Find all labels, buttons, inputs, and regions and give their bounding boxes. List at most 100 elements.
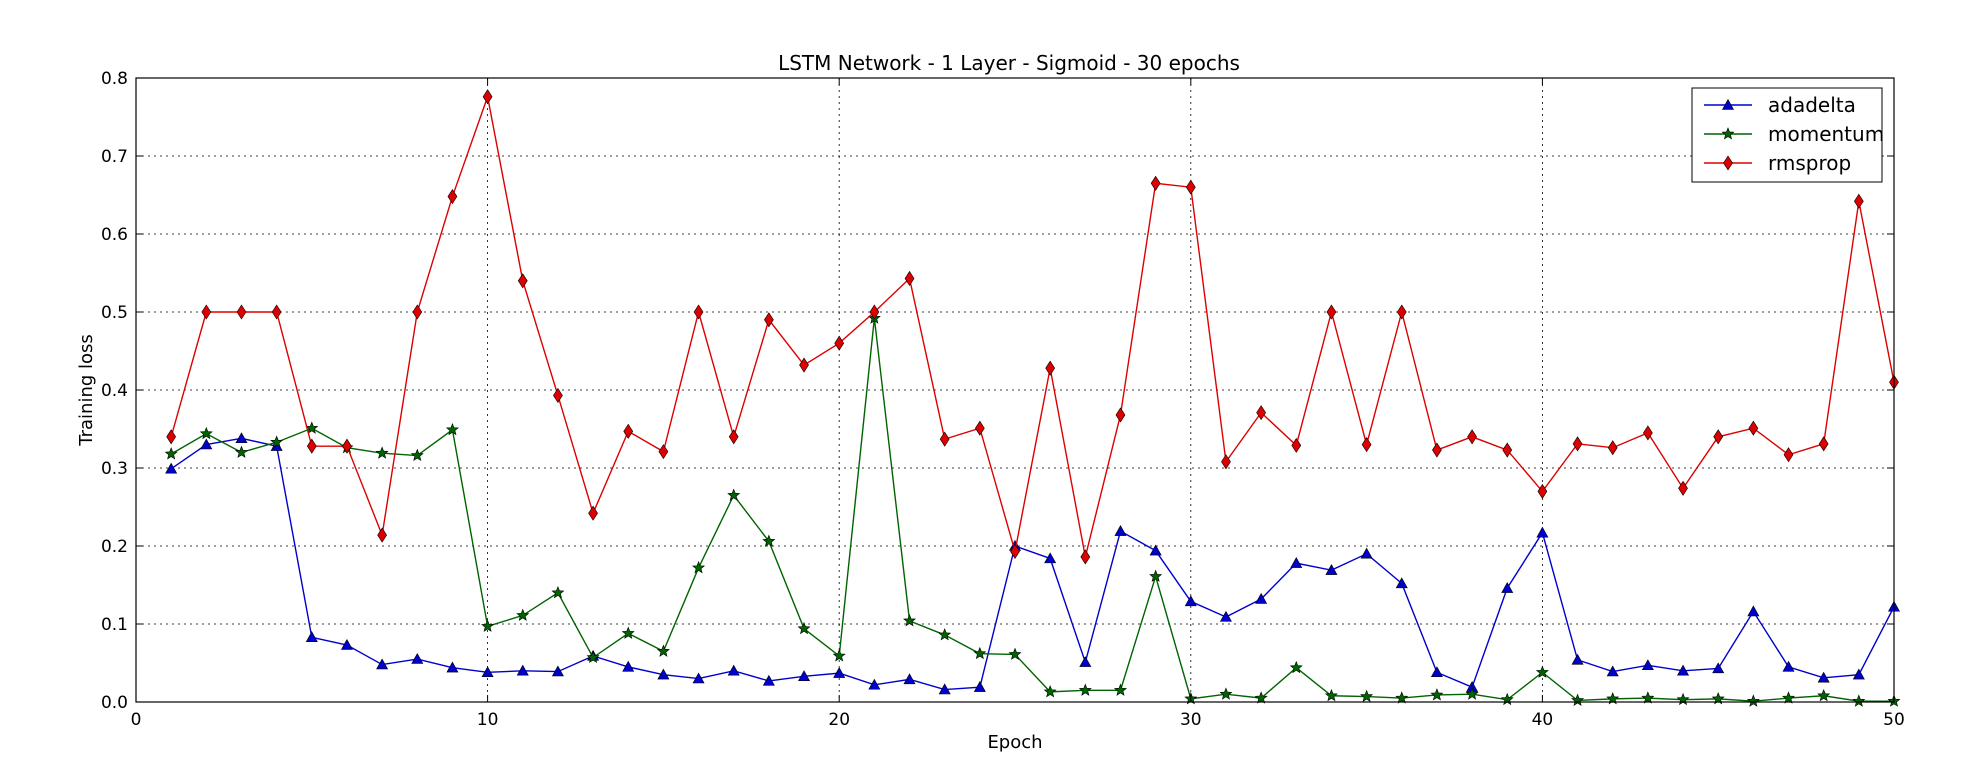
adadelta-point xyxy=(1360,547,1373,559)
rmsprop-point xyxy=(201,304,212,320)
adadelta-point xyxy=(200,438,213,450)
adadelta-point xyxy=(833,667,846,678)
adadelta-line xyxy=(170,437,1895,691)
momentum-point xyxy=(375,446,389,459)
y-tick-label: 0.2 xyxy=(101,537,128,557)
momentum-point xyxy=(656,644,670,657)
adadelta-point xyxy=(516,664,529,676)
adadelta-point xyxy=(868,678,881,690)
legend-adadelta-marker xyxy=(1721,98,1735,110)
rmsprop-point xyxy=(271,304,282,320)
adadelta-point xyxy=(305,631,318,642)
adadelta-point xyxy=(235,432,248,444)
rmsprop-point xyxy=(1115,407,1126,423)
rmsprop-point xyxy=(482,89,493,105)
adadelta-point xyxy=(657,668,670,680)
rmsprop-point xyxy=(1502,442,1513,458)
adadelta-point xyxy=(1114,525,1127,536)
momentum-point xyxy=(1676,692,1690,706)
x-tick-label: 0 xyxy=(131,710,142,730)
momentum-point xyxy=(832,649,846,662)
momentum-point xyxy=(1324,688,1338,702)
axis-ticks: 0.0 0.1 0.2 0.3 0.4 0.5 0.6 0.7 0.8 0 10 20 30 40 50 xyxy=(101,69,1905,730)
adadelta-point xyxy=(1712,662,1725,674)
rmsprop-point xyxy=(1010,543,1020,560)
legend-momentum-marker xyxy=(1721,127,1735,140)
adadelta-point xyxy=(165,462,178,474)
rmsprop-point xyxy=(1678,480,1688,496)
rmsprop-point xyxy=(517,273,528,289)
rmsprop-point xyxy=(377,527,387,543)
momentum-point xyxy=(305,421,319,434)
rmsprop-point xyxy=(1080,549,1091,565)
adadelta-point xyxy=(1677,664,1690,676)
momentum-point xyxy=(621,626,635,639)
adadelta-point xyxy=(1255,592,1268,604)
momentum-point xyxy=(692,561,706,574)
adadelta-point xyxy=(1782,660,1795,672)
rmsprop-point xyxy=(1396,304,1407,320)
momentum-point xyxy=(1465,687,1479,700)
x-tick-label: 40 xyxy=(1532,710,1554,730)
rmsprop-point xyxy=(1045,360,1056,376)
adadelta-point xyxy=(446,661,459,673)
adadelta-point xyxy=(1852,668,1865,680)
momentum-point xyxy=(1852,694,1866,707)
momentum-point xyxy=(586,650,600,664)
momentum-point xyxy=(797,621,811,635)
rmsprop-point xyxy=(1643,425,1653,441)
y-axis-label: Training loss xyxy=(76,334,97,447)
adadelta-point xyxy=(1501,582,1514,593)
rmsprop-point xyxy=(1467,429,1477,445)
x-axis-label: Epoch xyxy=(987,732,1042,753)
series-adadelta xyxy=(165,432,1901,695)
x-tick-label: 30 xyxy=(1180,710,1202,730)
rmsprop-point xyxy=(1150,175,1161,191)
adadelta-point xyxy=(1430,666,1443,678)
adadelta-point xyxy=(551,665,564,677)
rmsprop-point xyxy=(1361,437,1372,453)
adadelta-point xyxy=(622,660,635,672)
momentum-point xyxy=(1360,689,1374,703)
momentum-point xyxy=(481,619,495,632)
rmsprop-point xyxy=(342,438,352,454)
rmsprop-point xyxy=(588,505,598,521)
legend-adadelta-label: adadelta xyxy=(1768,93,1856,117)
momentum-point xyxy=(199,426,213,440)
rmsprop-point xyxy=(1818,436,1829,452)
rmsprop-point xyxy=(236,304,247,320)
adadelta-point xyxy=(1219,610,1232,622)
chart-title: LSTM Network - 1 Layer - Sigmoid - 30 ep… xyxy=(778,51,1240,75)
rmsprop-point xyxy=(834,335,845,351)
rmsprop-point xyxy=(412,304,423,320)
momentum-point xyxy=(410,448,424,462)
adadelta-point xyxy=(411,652,424,664)
rmsprop-point xyxy=(974,420,985,436)
momentum-point xyxy=(1043,685,1057,698)
adadelta-point xyxy=(1606,665,1619,677)
y-tick-label: 0.7 xyxy=(101,147,128,167)
legend-box xyxy=(1691,87,1883,183)
x-tick-label: 10 xyxy=(477,710,499,730)
series-group xyxy=(164,89,1901,707)
momentum-point xyxy=(445,422,459,436)
y-tick-label: 0.5 xyxy=(101,303,128,323)
momentum-point xyxy=(1571,693,1585,706)
momentum-point xyxy=(551,585,565,599)
adadelta-point xyxy=(973,681,986,692)
rmsprop-point xyxy=(1326,304,1337,320)
adadelta-point xyxy=(938,683,951,695)
rmsprop-point xyxy=(904,270,915,287)
series-momentum xyxy=(164,311,1901,707)
adadelta-point xyxy=(340,638,353,650)
adadelta-point xyxy=(481,666,494,678)
momentum-point xyxy=(762,534,776,547)
momentum-point xyxy=(516,608,530,621)
momentum-point xyxy=(1746,694,1760,707)
adadelta-point xyxy=(692,672,705,684)
rmsprop-point xyxy=(1291,437,1302,453)
adadelta-point xyxy=(1079,656,1092,667)
momentum-point xyxy=(234,445,248,458)
momentum-point xyxy=(727,488,741,501)
legend-momentum-label: momentum xyxy=(1768,122,1884,146)
